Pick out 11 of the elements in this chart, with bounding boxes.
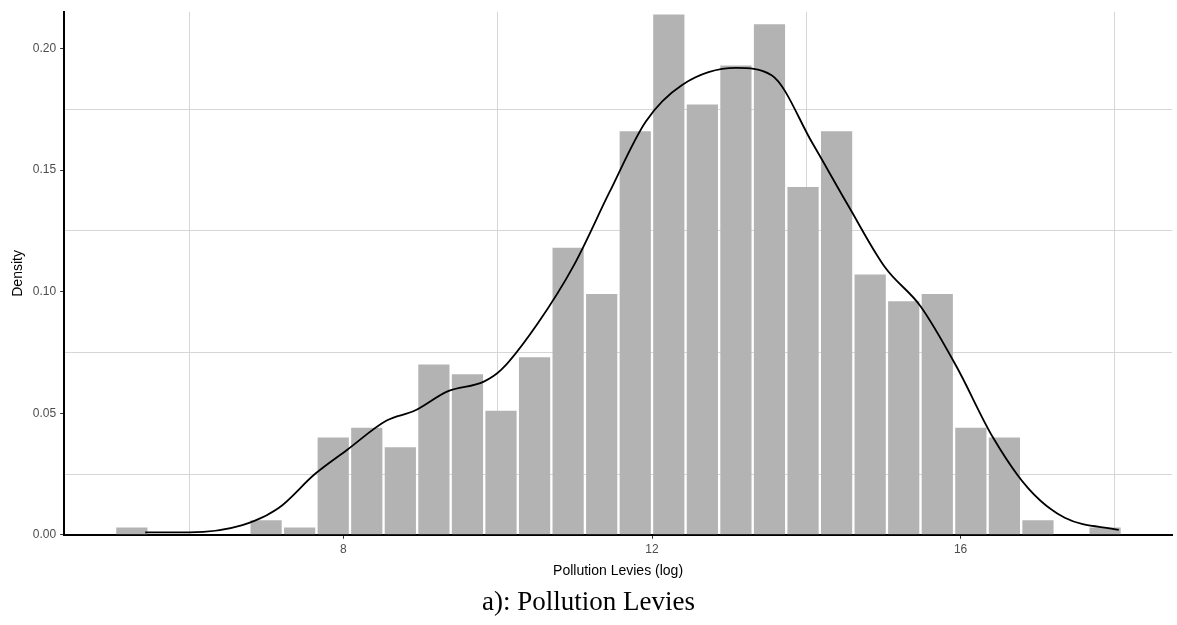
y-tick-label: 0.15 [32, 162, 57, 177]
text: a): Pollution Levies [481, 585, 696, 618]
y-tick-label: 0.00 [32, 527, 57, 542]
x-tick-label: 12 [645, 542, 660, 557]
y-axis-title: Density [9, 250, 26, 297]
x-axis-title: Pollution Levies (log) [553, 562, 684, 579]
x-tick-label: 8 [340, 542, 348, 557]
y-tick-label: 0.20 [32, 40, 57, 55]
y-tick-label: 0.05 [32, 405, 57, 420]
y-tick-label: 0.10 [32, 283, 57, 298]
x-tick-label: 16 [953, 542, 968, 557]
